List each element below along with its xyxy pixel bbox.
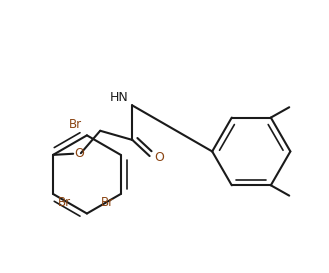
Text: Br: Br: [69, 118, 82, 131]
Text: Br: Br: [58, 196, 71, 209]
Text: O: O: [74, 147, 84, 160]
Text: O: O: [154, 151, 164, 164]
Text: HN: HN: [110, 91, 129, 104]
Text: Br: Br: [101, 196, 114, 209]
